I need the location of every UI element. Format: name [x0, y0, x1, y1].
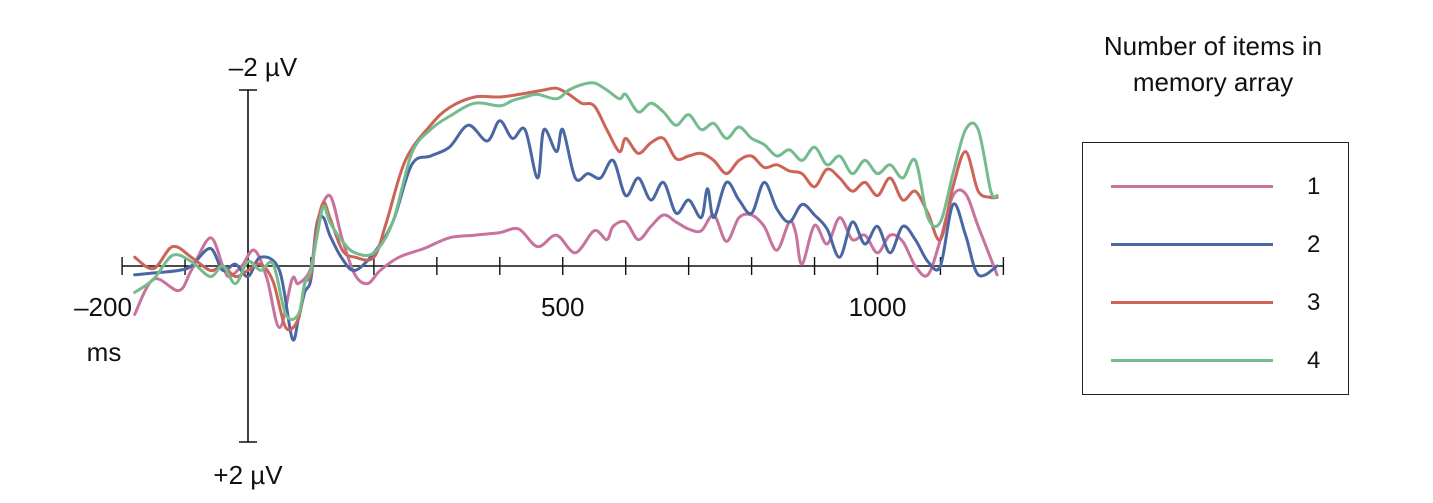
y-axis-bottom-label: +2 µV	[213, 460, 283, 490]
legend-label: 1	[1307, 173, 1321, 200]
legend-swatch	[1111, 185, 1273, 188]
legend-swatch	[1111, 243, 1273, 246]
x-tick-labels: 500 1000	[541, 292, 906, 322]
x-tick-label: 1000	[849, 292, 907, 322]
legend-item-1: 1	[1111, 172, 1331, 202]
legend-label: 4	[1307, 347, 1321, 374]
legend-item-3: 3	[1111, 288, 1331, 318]
legend-title: Number of items in memory array	[1103, 31, 1323, 97]
x-tick-label: 500	[541, 292, 584, 322]
axes	[121, 89, 1005, 443]
series-line-3	[133, 86, 999, 332]
erp-chart: –2 µV +2 µV –200 ms 500 1000	[74, 52, 1005, 490]
legend-label: 3	[1307, 289, 1321, 316]
legend-label: 2	[1307, 231, 1321, 258]
y-axis-top-label: –2 µV	[229, 52, 298, 82]
legend-swatch	[1111, 359, 1273, 362]
series-layer	[133, 81, 999, 342]
x-axis-unit-label: ms	[87, 337, 122, 367]
legend: 1 2 3 4	[1082, 142, 1349, 395]
x-axis-start-label: –200	[74, 292, 132, 322]
legend-item-2: 2	[1111, 230, 1331, 260]
legend-swatch	[1111, 301, 1273, 304]
series-line-4	[133, 81, 999, 321]
legend-item-4: 4	[1111, 346, 1331, 376]
